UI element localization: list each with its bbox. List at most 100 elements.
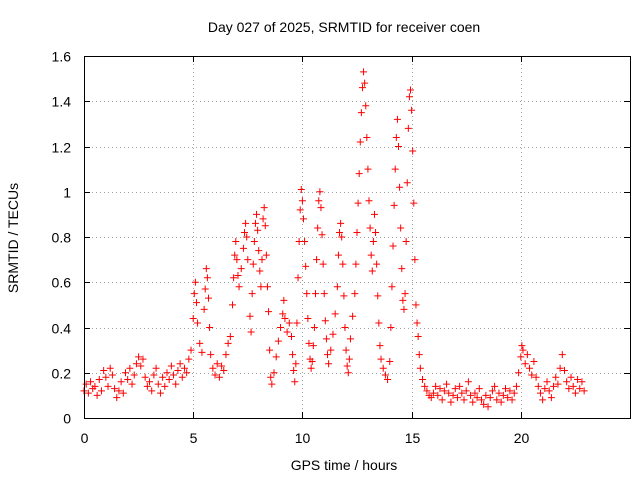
data-point: [100, 366, 108, 374]
data-point: [464, 378, 472, 386]
data-point: [243, 233, 251, 241]
data-point: [462, 387, 470, 395]
data-point: [497, 398, 505, 406]
data-point: [353, 228, 361, 236]
data-point: [244, 256, 252, 264]
data-point: [340, 292, 348, 300]
data-point: [294, 274, 302, 282]
data-point: [314, 224, 322, 232]
data-point: [191, 278, 199, 286]
data-point: [253, 210, 261, 218]
data-point: [390, 201, 398, 209]
data-point: [534, 382, 542, 390]
data-point: [486, 394, 494, 402]
data-point: [139, 355, 147, 363]
data-point: [185, 355, 193, 363]
data-point: [436, 385, 444, 393]
data-point: [558, 351, 566, 359]
data-point: [108, 371, 116, 379]
data-point: [547, 394, 555, 402]
data-point: [578, 378, 586, 386]
data-point: [283, 328, 291, 336]
data-point: [241, 228, 249, 236]
data-point: [362, 102, 370, 110]
data-points: [80, 68, 588, 411]
data-point: [285, 319, 293, 327]
x-tick-label: 5: [190, 430, 198, 446]
data-point: [315, 197, 323, 205]
data-point: [234, 271, 242, 279]
data-point: [504, 394, 512, 402]
data-point: [172, 380, 180, 388]
data-point: [293, 319, 301, 327]
data-point: [396, 183, 404, 191]
data-point: [415, 351, 423, 359]
data-point: [178, 373, 186, 381]
data-point: [280, 296, 288, 304]
y-tick-label: 0.2: [52, 366, 72, 382]
data-point: [290, 366, 298, 374]
data-point: [119, 389, 127, 397]
data-point: [277, 324, 285, 331]
y-tick-label: 1: [63, 185, 71, 201]
data-point: [322, 335, 330, 343]
data-point: [351, 290, 359, 298]
data-point: [469, 398, 477, 406]
data-point: [360, 68, 368, 76]
data-point: [574, 376, 582, 384]
data-point: [389, 242, 397, 250]
data-point: [554, 380, 562, 388]
data-point: [152, 364, 160, 372]
data-point: [189, 314, 197, 322]
data-point: [381, 371, 389, 379]
data-point: [519, 346, 527, 354]
data-point: [180, 364, 188, 372]
y-tick-label: 1.6: [52, 49, 72, 65]
data-point: [297, 185, 305, 193]
data-point: [91, 382, 99, 390]
data-point: [480, 400, 488, 408]
data-point: [130, 371, 138, 379]
data-point: [281, 314, 289, 322]
x-axis-label: GPS time / hours: [291, 457, 398, 473]
data-point: [361, 79, 369, 87]
data-point: [482, 391, 490, 399]
data-point: [308, 357, 316, 365]
data-point: [296, 206, 304, 214]
data-point: [543, 378, 551, 386]
data-point: [364, 165, 372, 173]
data-point: [233, 256, 241, 264]
data-point: [302, 262, 310, 270]
data-point: [146, 378, 154, 386]
data-point: [571, 389, 579, 397]
data-point: [447, 398, 455, 406]
data-point: [249, 260, 257, 268]
data-point: [209, 364, 217, 372]
data-point: [402, 238, 410, 246]
data-point: [301, 238, 309, 246]
data-point: [331, 310, 339, 318]
data-point: [440, 387, 448, 395]
data-point: [565, 385, 573, 393]
data-point: [502, 385, 510, 393]
data-point: [475, 385, 483, 393]
data-point: [137, 362, 145, 370]
data-point: [304, 314, 312, 322]
data-point: [194, 319, 202, 327]
data-point: [343, 362, 351, 370]
data-point: [471, 389, 479, 397]
data-point: [312, 290, 320, 298]
data-point: [399, 296, 407, 304]
data-point: [135, 353, 143, 361]
data-point: [346, 335, 354, 343]
data-point: [141, 373, 149, 381]
data-point: [292, 360, 300, 368]
data-point: [354, 199, 362, 207]
data-point: [515, 369, 523, 377]
data-point: [388, 283, 396, 291]
data-point: [356, 138, 364, 146]
data-point: [289, 351, 297, 359]
data-point: [270, 369, 278, 377]
data-point: [349, 312, 357, 320]
